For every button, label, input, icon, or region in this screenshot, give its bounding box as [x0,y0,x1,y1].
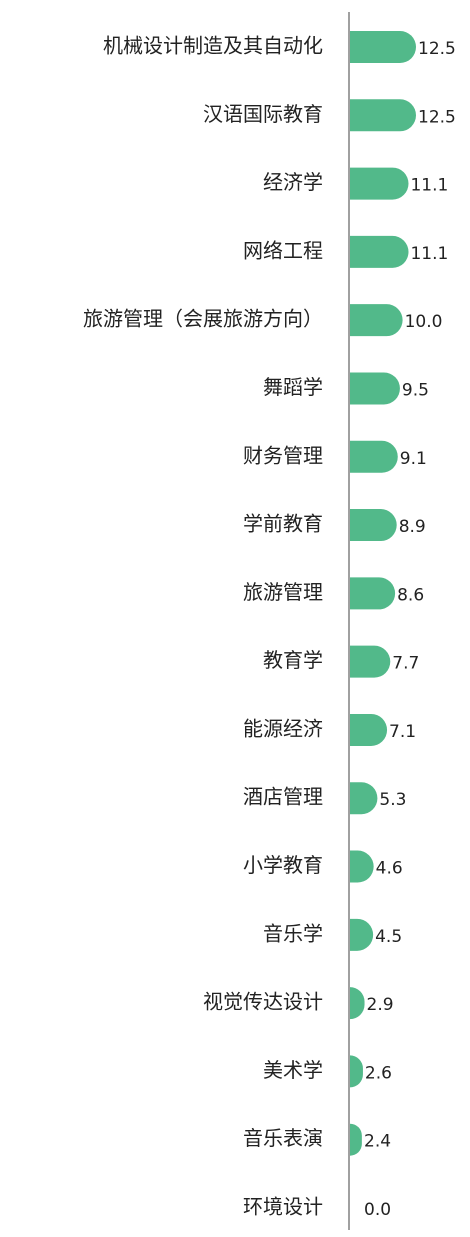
category-label: 经济学 [263,170,323,194]
bar [350,509,397,542]
value-label: 10.0 [405,312,443,332]
category-label: 舞蹈学 [263,375,323,399]
value-label: 0.0 [364,1200,391,1220]
value-label: 4.5 [375,927,402,947]
category-label: 汉语国际教育 [203,102,323,126]
value-label: 2.9 [367,995,394,1015]
value-label: 2.4 [364,1132,391,1152]
category-label: 环境设计 [243,1195,323,1219]
value-label: 8.6 [397,585,424,605]
value-label: 4.6 [376,859,403,879]
value-label: 2.6 [365,1063,392,1083]
value-label: 7.1 [389,722,416,742]
value-label: 5.3 [379,790,406,810]
category-label: 旅游管理 [243,580,323,604]
value-label: 11.1 [410,244,448,264]
bar [350,987,365,1020]
category-label: 美术学 [263,1058,323,1082]
value-label: 12.5 [418,39,456,59]
category-label: 能源经济 [243,716,323,740]
category-label: 音乐学 [263,921,323,945]
bar [350,235,409,268]
bar [350,167,409,200]
bar [350,440,398,473]
bar [350,918,374,951]
category-label: 学前教育 [243,512,323,536]
category-label: 酒店管理 [243,785,323,809]
category-label: 机械设计制造及其自动化 [103,34,323,58]
bar [350,372,400,405]
bar [350,645,391,678]
bar [350,31,416,63]
bar [350,850,374,883]
value-label: 8.9 [399,517,426,537]
category-label: 财务管理 [243,443,323,467]
category-label: 音乐表演 [243,1126,323,1150]
bar [350,1055,363,1088]
value-label: 12.5 [418,107,456,127]
category-label: 网络工程 [243,238,323,262]
bar [350,577,396,610]
category-label: 旅游管理（会展旅游方向） [83,307,323,331]
value-label: 11.1 [410,176,448,196]
bar [350,713,388,746]
bar [350,99,416,132]
category-label: 教育学 [263,648,323,672]
value-label: 7.7 [392,654,419,674]
value-label: 9.5 [402,380,429,400]
category-label: 小学教育 [243,853,323,877]
bar [350,782,378,815]
value-label: 9.1 [400,449,427,469]
category-label: 视觉传达设计 [203,990,323,1014]
bar [350,304,403,337]
bar [350,1123,362,1156]
